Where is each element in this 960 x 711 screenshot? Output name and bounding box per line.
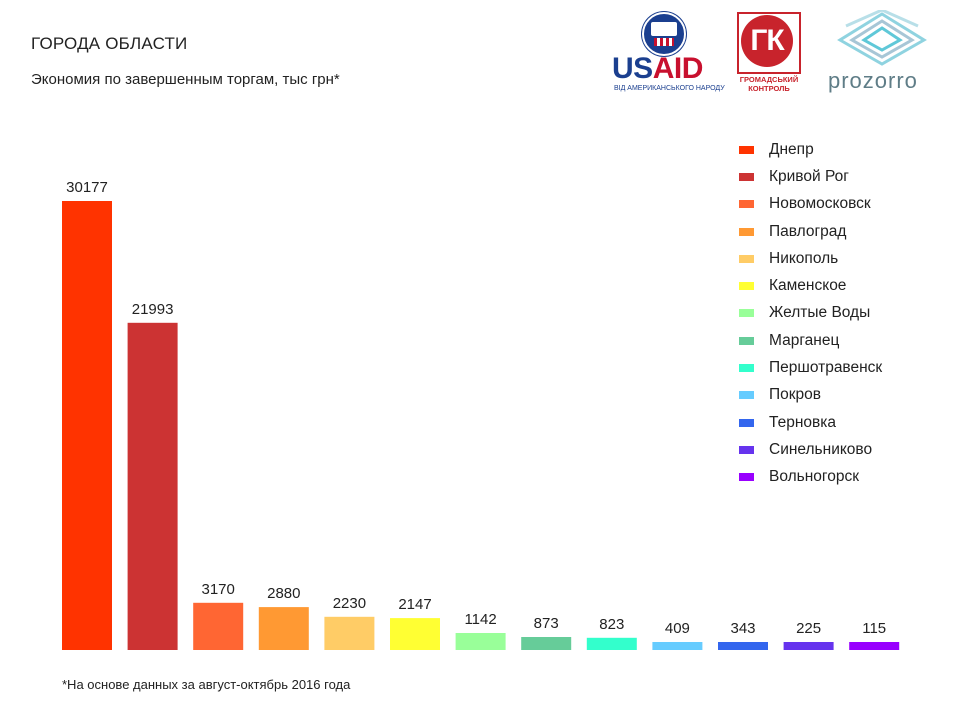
legend-label: Марганец xyxy=(769,331,840,349)
legend-swatch xyxy=(739,391,754,400)
chart-legend: Днепр Кривой Рог Новомосковск Павлоград Нико… xyxy=(739,136,882,491)
legend-item: Синельниково xyxy=(739,436,882,463)
legend-swatch xyxy=(739,364,754,373)
data-label-8: 873 xyxy=(534,615,559,632)
legend-item: Днепр xyxy=(739,136,882,163)
legend-swatch xyxy=(739,445,754,454)
legend-item: Покров xyxy=(739,382,882,409)
prozorro-logo: prozorro xyxy=(826,8,938,96)
bar-3 xyxy=(193,602,244,650)
legend-label: Новомосковск xyxy=(769,195,871,213)
bar-1 xyxy=(62,201,112,650)
gk-frame xyxy=(737,12,801,74)
data-label-9: 823 xyxy=(599,616,624,633)
footnote: *На основе данных за август-октябрь 2016… xyxy=(62,677,351,692)
legend-label: Вольногорск xyxy=(769,468,860,486)
legend-label: Першотравенск xyxy=(769,359,883,377)
bar-11 xyxy=(718,642,768,650)
legend-item: Марганец xyxy=(739,327,882,354)
bar-7 xyxy=(455,633,506,650)
legend-item: Терновка xyxy=(739,409,882,436)
legend-item: Новомосковск xyxy=(739,191,882,218)
legend-item: Каменское xyxy=(739,272,882,299)
legend-item: Павлоград xyxy=(739,218,882,245)
legend-swatch xyxy=(739,309,754,318)
legend-label: Никополь xyxy=(769,249,839,267)
gk-caption: ГРОМАДСЬКИЙ КОНТРОЛЬ xyxy=(739,75,799,93)
legend-swatch xyxy=(739,145,754,154)
data-label-3: 3170 xyxy=(202,581,235,598)
data-label-6: 2147 xyxy=(398,596,431,613)
legend-label: Желтые Воды xyxy=(769,304,871,322)
prozorro-wordmark: prozorro xyxy=(828,68,918,93)
legend-label: Синельниково xyxy=(769,440,873,458)
data-label-4: 2880 xyxy=(267,585,300,602)
data-label-5: 2230 xyxy=(333,595,366,612)
bar-5 xyxy=(324,616,375,650)
legend-swatch xyxy=(739,282,754,291)
usaid-logo: USAID ВІД АМЕРИКАНСЬКОГО НАРОДУ xyxy=(612,12,725,96)
usaid-wordmark: USAID xyxy=(612,52,703,85)
legend-item: Никополь xyxy=(739,245,882,272)
data-label-1: 30177 xyxy=(66,179,108,196)
bar-4 xyxy=(258,607,309,650)
bar-9 xyxy=(586,637,637,650)
data-label-12: 225 xyxy=(796,620,821,637)
legend-label: Каменское xyxy=(769,277,847,295)
bar-2 xyxy=(127,322,178,650)
legend-label: Терновка xyxy=(769,413,836,431)
prozorro-diamond-icon xyxy=(837,8,927,66)
legend-swatch xyxy=(739,254,754,263)
bar-12 xyxy=(783,642,834,650)
data-label-13: 115 xyxy=(862,620,886,637)
bar-10 xyxy=(652,642,703,650)
gk-letters: ГК xyxy=(741,15,793,67)
data-label-11: 343 xyxy=(730,620,755,637)
legend-label: Покров xyxy=(769,386,822,404)
legend-item: Желтые Воды xyxy=(739,300,882,327)
legend-swatch xyxy=(739,418,754,427)
data-label-7: 1142 xyxy=(464,611,496,628)
gromadskyi-kontrol-logo: ГК ГРОМАДСЬКИЙ КОНТРОЛЬ xyxy=(737,12,801,94)
legend-swatch xyxy=(739,172,754,181)
legend-item: Кривой Рог xyxy=(739,163,882,190)
bar-6 xyxy=(390,618,440,650)
bar-8 xyxy=(521,637,572,650)
chart-title: ГОРОДА ОБЛАСТИ xyxy=(31,34,188,53)
legend-label: Павлоград xyxy=(769,222,847,240)
bar-13 xyxy=(849,642,900,650)
legend-swatch xyxy=(739,473,754,482)
legend-swatch xyxy=(739,227,754,236)
data-label-10: 409 xyxy=(665,620,690,637)
legend-label: Днепр xyxy=(769,140,814,158)
data-label-2: 21993 xyxy=(132,301,174,318)
chart-subtitle: Экономия по завершенным торгам, тыс грн* xyxy=(31,71,340,88)
legend-label: Кривой Рог xyxy=(769,167,849,185)
legend-item: Вольногорск xyxy=(739,464,882,491)
legend-item: Першотравенск xyxy=(739,354,882,381)
legend-swatch xyxy=(739,336,754,345)
legend-swatch xyxy=(739,200,754,209)
usaid-seal-icon xyxy=(642,12,686,56)
usaid-tagline: ВІД АМЕРИКАНСЬКОГО НАРОДУ xyxy=(614,85,725,92)
